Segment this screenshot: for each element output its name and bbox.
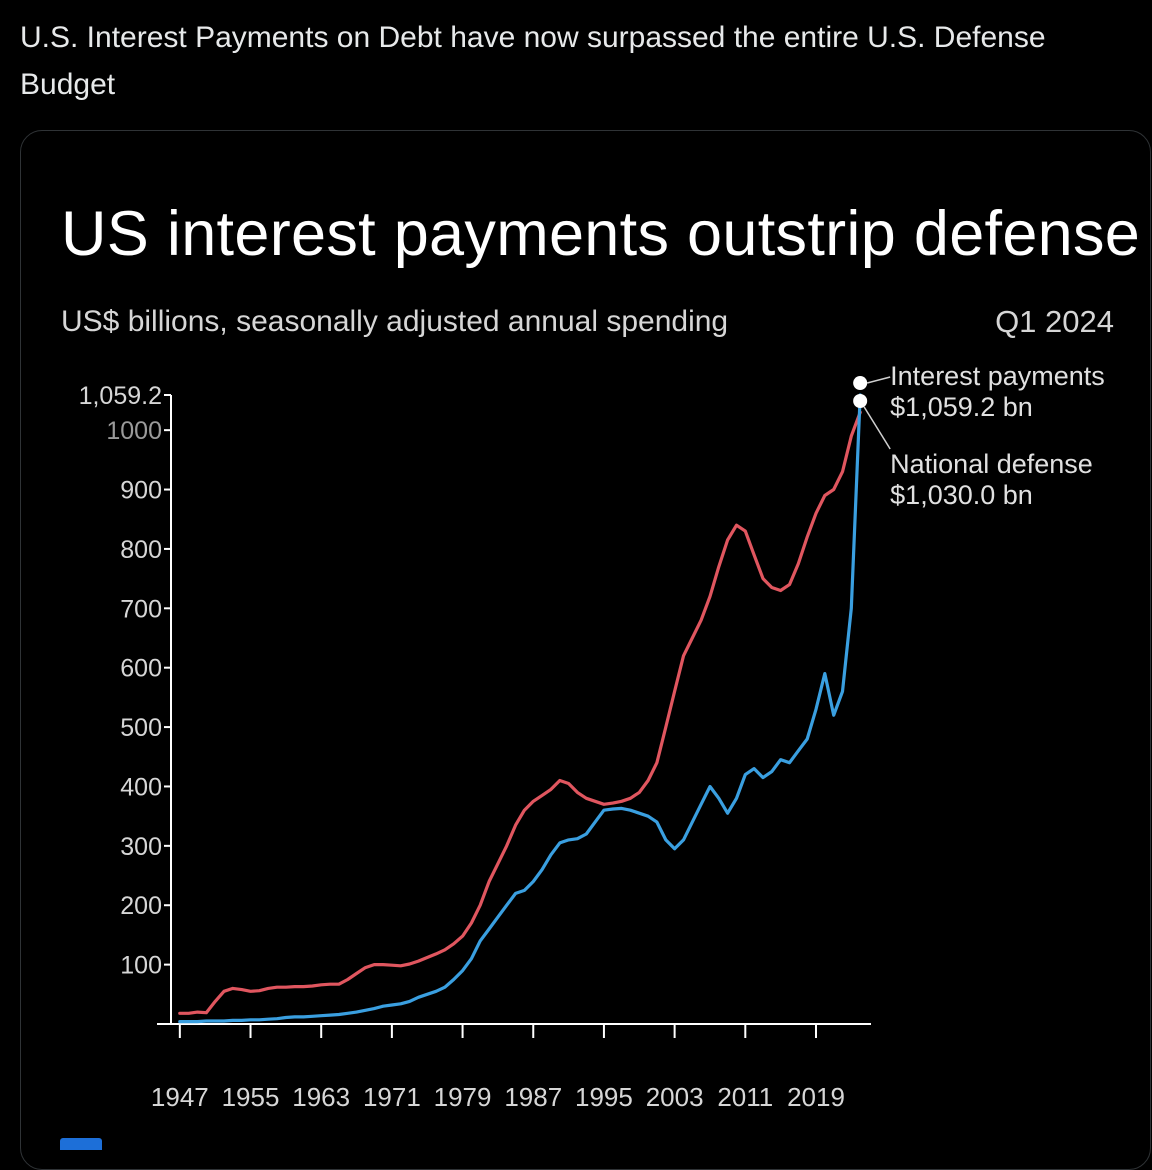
y-tick-label: 400 <box>120 773 162 801</box>
y-tick-label: 600 <box>120 655 162 683</box>
leader-line-defense <box>863 406 891 450</box>
chart-subtitle: US$ billions, seasonally adjusted annual… <box>61 305 729 338</box>
leader-line-interest <box>866 376 891 384</box>
x-tick-label: 1995 <box>575 1082 633 1112</box>
x-tick-label: 1947 <box>151 1082 209 1112</box>
axes: 100 200 300 400 500 600 700 800 900 1000 1,059.2 19… <box>79 382 871 1112</box>
chart-image-card[interactable]: US interest payments outstrip defense US… <box>20 130 1151 1170</box>
x-tick-label: 2011 <box>717 1082 773 1112</box>
chart-period: Q1 2024 <box>995 304 1114 339</box>
y-tick-label: 200 <box>120 892 162 920</box>
y-tick-label: 700 <box>120 595 162 623</box>
chart-title: US interest payments outstrip defense <box>61 199 1141 269</box>
line-chart: 100 200 300 400 500 600 700 800 900 1000 1,059.2 19… <box>79 361 1105 1112</box>
series-line-national-defense <box>178 410 862 1015</box>
x-tick-label: 1971 <box>363 1082 421 1112</box>
annotation-value-interest: $1,059.2 bn <box>890 392 1033 422</box>
endpoint-dot-interest <box>853 376 868 390</box>
series-line-interest-payments <box>178 393 862 1024</box>
x-tick-label: 2003 <box>646 1082 704 1112</box>
annotations: Interest payments$1,059.2 bn National def… <box>853 361 1105 510</box>
annotation-value-defense: $1,030.0 bn <box>890 480 1033 510</box>
annotation-label-interest: Interest payments <box>890 361 1105 391</box>
y-tick-label: 800 <box>120 536 162 564</box>
y-tick-label: 500 <box>120 714 162 742</box>
x-tick-label: 1979 <box>434 1082 492 1112</box>
y-tick-label: 900 <box>120 477 162 505</box>
x-tick-label: 1955 <box>222 1082 280 1112</box>
annotation-label-defense: National defense <box>890 449 1093 479</box>
x-tick-label: 1987 <box>504 1082 562 1112</box>
series-lines <box>178 393 862 1024</box>
post-text: U.S. Interest Payments on Debt have now … <box>20 21 1046 101</box>
x-tick-label: 2019 <box>787 1082 845 1112</box>
y-tick-label: 300 <box>120 833 162 861</box>
y-tick-label: 1000 <box>106 417 162 445</box>
endpoint-dot-defense <box>853 394 868 408</box>
y-tick-label-max: 1,059.2 <box>79 382 162 410</box>
media-badge <box>60 1138 102 1150</box>
x-tick-label: 1963 <box>292 1082 350 1112</box>
y-tick-label: 100 <box>120 952 162 980</box>
